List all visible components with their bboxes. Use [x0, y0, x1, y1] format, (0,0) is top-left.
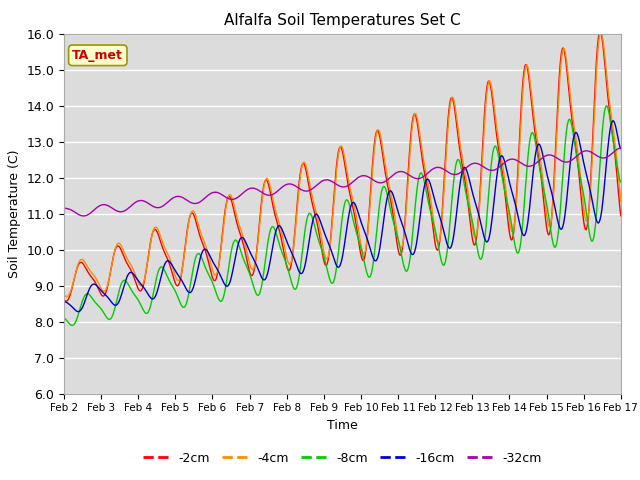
- -16cm: [60, 299, 68, 305]
- -4cm: [597, 30, 605, 36]
- -8cm: [411, 207, 419, 213]
- -16cm: [128, 270, 136, 276]
- -16cm: [609, 118, 617, 123]
- -4cm: [128, 264, 136, 270]
- -4cm: [60, 292, 68, 298]
- -32cm: [411, 175, 419, 181]
- -8cm: [603, 103, 611, 109]
- -8cm: [428, 211, 435, 216]
- -32cm: [128, 202, 136, 208]
- -16cm: [617, 146, 625, 152]
- -2cm: [63, 298, 70, 304]
- -16cm: [411, 248, 419, 254]
- -32cm: [70, 209, 78, 215]
- -16cm: [428, 183, 435, 189]
- -2cm: [185, 218, 193, 224]
- -4cm: [411, 111, 419, 117]
- Line: -16cm: -16cm: [64, 120, 621, 312]
- -16cm: [214, 268, 222, 274]
- -32cm: [60, 205, 68, 211]
- -32cm: [185, 198, 193, 204]
- Legend: -2cm, -4cm, -8cm, -16cm, -32cm: -2cm, -4cm, -8cm, -16cm, -32cm: [138, 447, 547, 469]
- -2cm: [60, 297, 68, 303]
- -8cm: [71, 321, 79, 326]
- -16cm: [185, 289, 193, 295]
- -2cm: [596, 29, 604, 35]
- -16cm: [74, 309, 82, 314]
- Title: Alfalfa Soil Temperatures Set C: Alfalfa Soil Temperatures Set C: [224, 13, 461, 28]
- Line: -4cm: -4cm: [64, 33, 621, 297]
- -2cm: [214, 267, 222, 273]
- -2cm: [617, 213, 625, 218]
- Text: TA_met: TA_met: [72, 49, 124, 62]
- Y-axis label: Soil Temperature (C): Soil Temperature (C): [8, 149, 21, 278]
- -4cm: [617, 199, 625, 204]
- -32cm: [428, 168, 435, 173]
- -2cm: [71, 274, 79, 279]
- X-axis label: Time: Time: [327, 419, 358, 432]
- -8cm: [128, 288, 136, 294]
- -4cm: [428, 199, 435, 205]
- -8cm: [60, 315, 68, 321]
- -8cm: [68, 323, 76, 328]
- -2cm: [128, 270, 136, 276]
- Line: -2cm: -2cm: [64, 32, 621, 301]
- -8cm: [214, 295, 222, 301]
- -16cm: [70, 306, 78, 312]
- -32cm: [79, 213, 87, 219]
- Line: -8cm: -8cm: [64, 106, 621, 325]
- -4cm: [214, 266, 222, 272]
- -8cm: [617, 179, 625, 185]
- -4cm: [63, 294, 71, 300]
- Line: -32cm: -32cm: [64, 148, 621, 216]
- -32cm: [617, 145, 625, 151]
- -32cm: [214, 190, 222, 196]
- -4cm: [71, 273, 79, 278]
- -8cm: [185, 291, 193, 297]
- -2cm: [411, 111, 419, 117]
- -4cm: [185, 220, 193, 226]
- -2cm: [428, 210, 435, 216]
